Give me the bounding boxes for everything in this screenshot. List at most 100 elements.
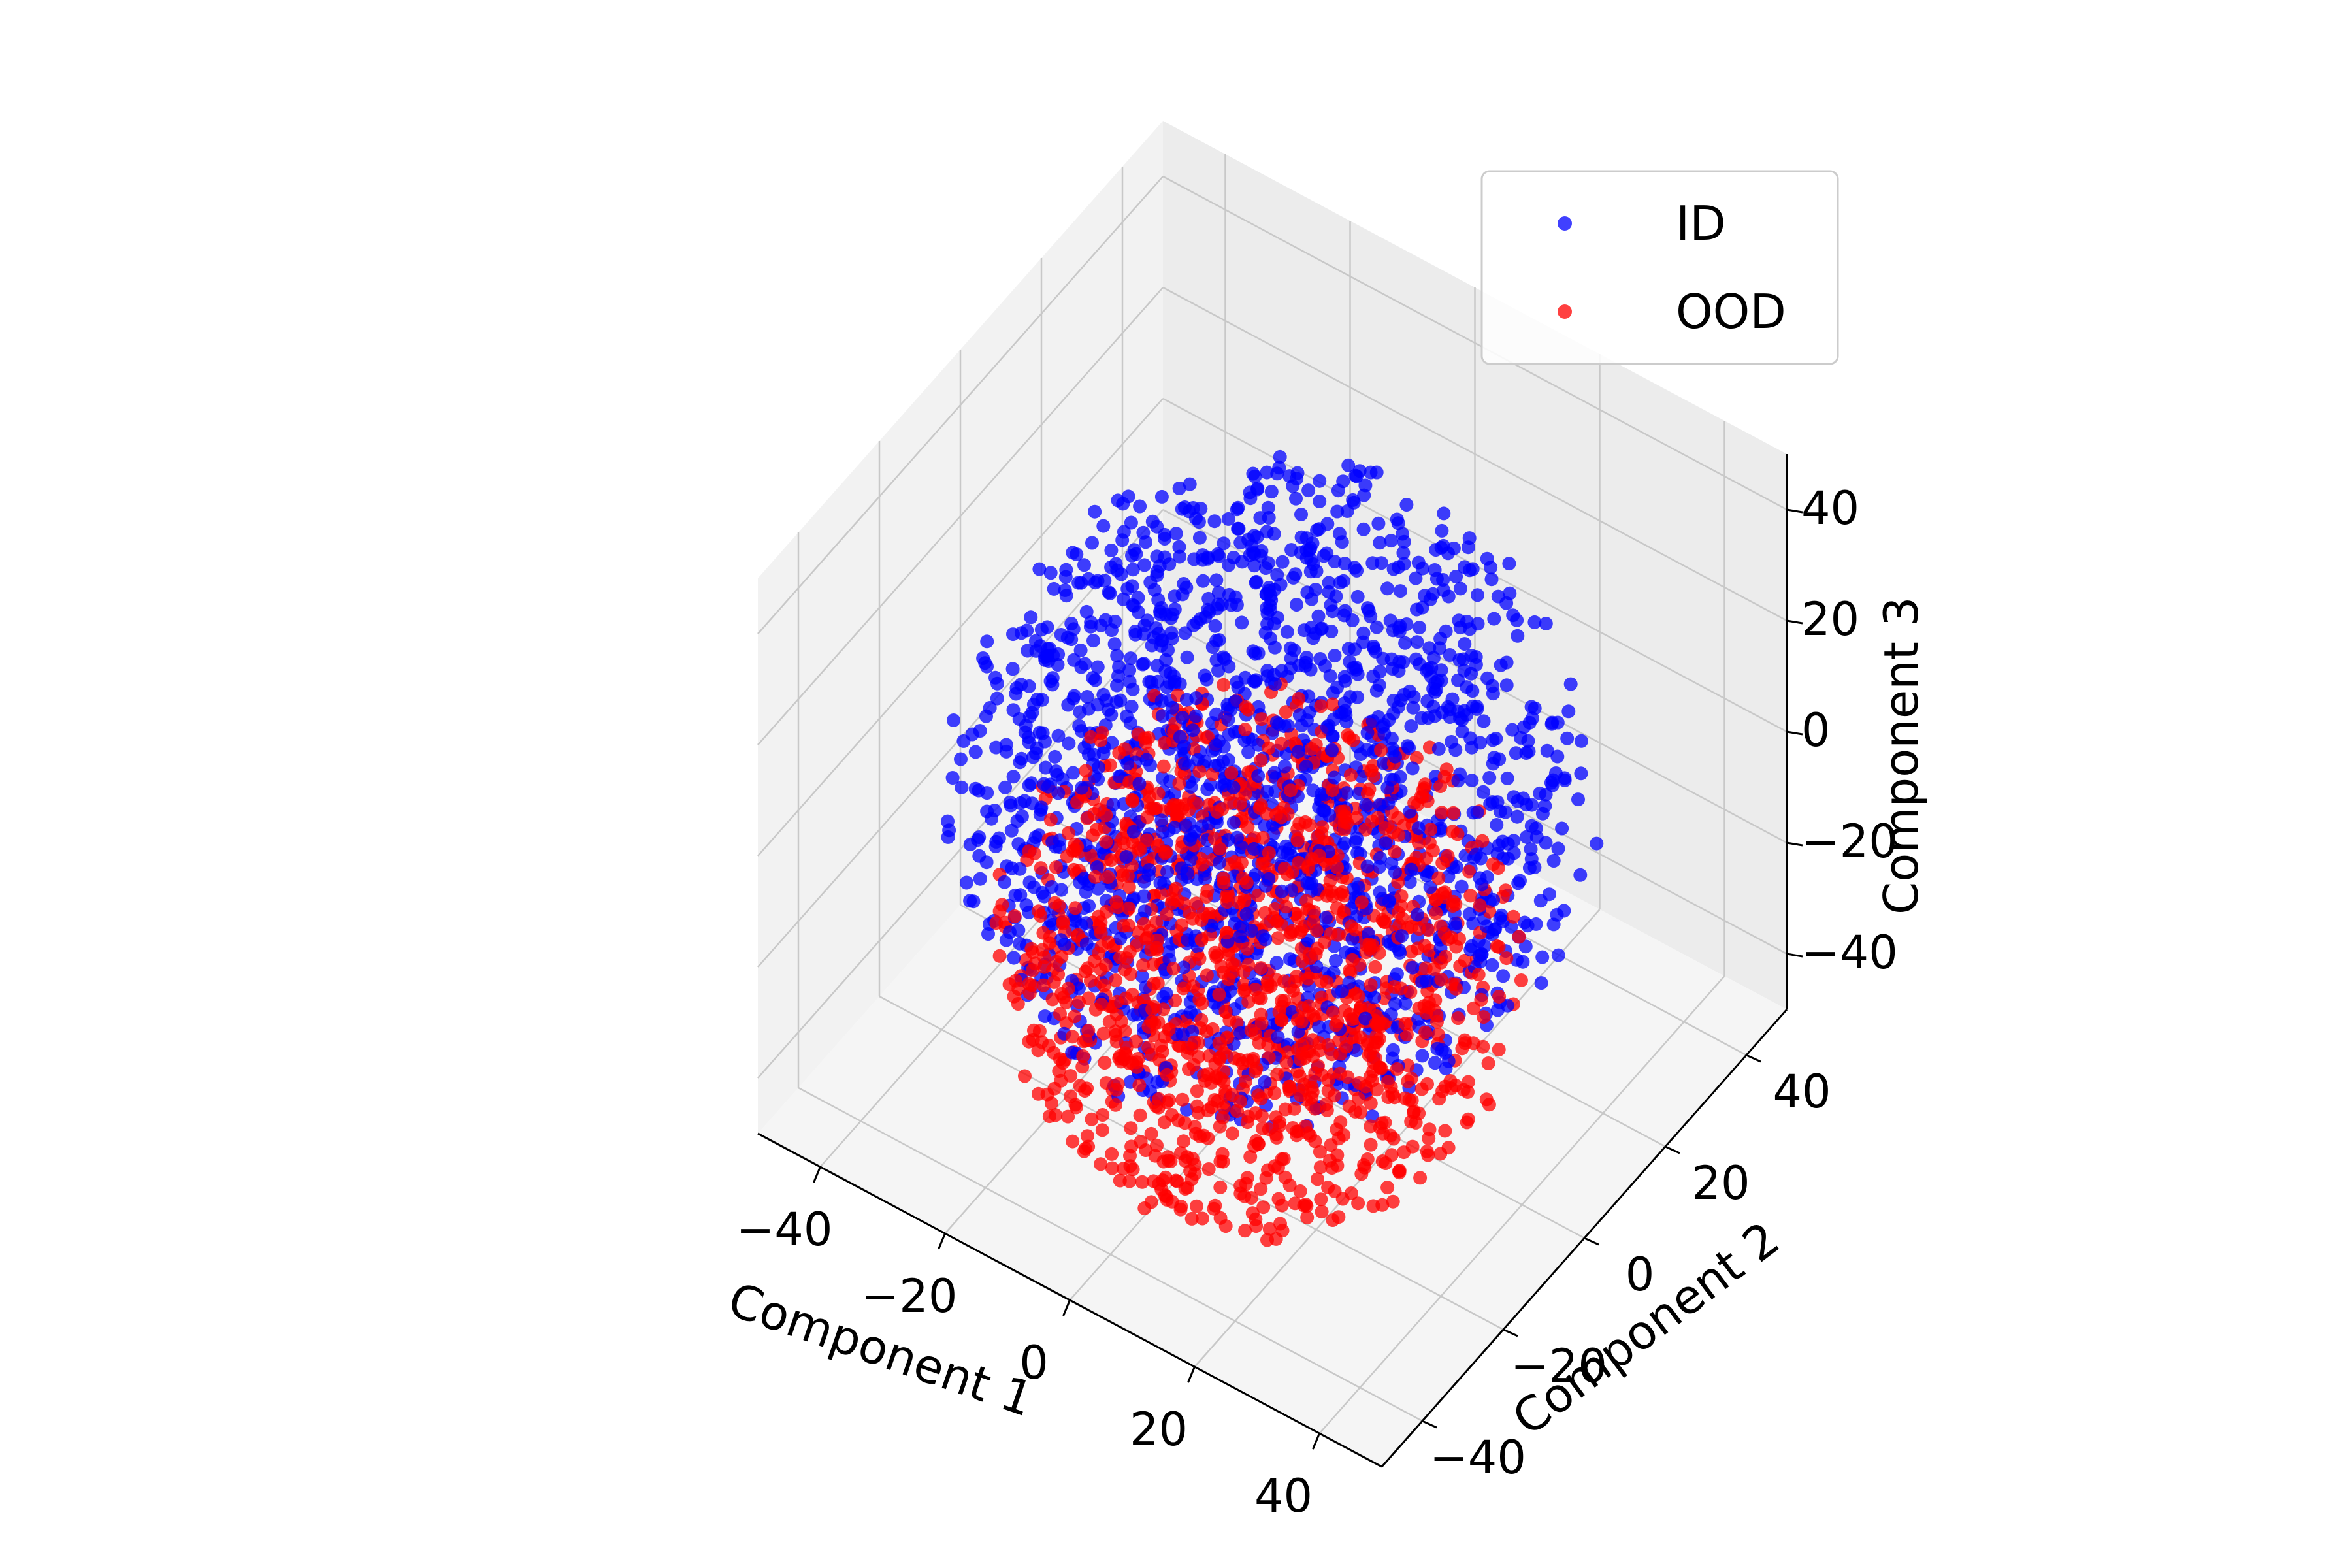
x-tick-label: 40 bbox=[1254, 1469, 1313, 1523]
point-id bbox=[1073, 875, 1087, 890]
point-id bbox=[1590, 836, 1604, 851]
point-ood bbox=[1135, 1175, 1149, 1189]
point-id bbox=[1288, 567, 1303, 581]
point-id bbox=[1233, 536, 1248, 550]
point-id bbox=[1025, 706, 1039, 720]
point-id bbox=[1359, 798, 1373, 812]
point-id bbox=[972, 783, 986, 798]
point-ood bbox=[1217, 1100, 1231, 1115]
point-id bbox=[1122, 663, 1137, 678]
point-id bbox=[1313, 495, 1327, 508]
point-id bbox=[1428, 563, 1442, 577]
point-id bbox=[1201, 551, 1215, 566]
point-id bbox=[1201, 591, 1216, 606]
point-id bbox=[1546, 917, 1561, 932]
point-id bbox=[1290, 598, 1303, 612]
point-ood bbox=[1315, 1205, 1329, 1219]
point-id bbox=[1535, 950, 1550, 964]
point-id bbox=[1007, 951, 1021, 965]
point-ood bbox=[1066, 1030, 1079, 1044]
point-id bbox=[1164, 626, 1179, 640]
point-ood bbox=[1061, 826, 1075, 840]
point-id bbox=[1550, 749, 1565, 764]
point-id bbox=[1280, 625, 1294, 639]
point-ood bbox=[1438, 885, 1452, 900]
point-id bbox=[981, 927, 995, 941]
point-id bbox=[1177, 739, 1191, 753]
point-id bbox=[1047, 581, 1061, 596]
point-ood bbox=[1477, 1010, 1491, 1024]
point-id bbox=[1560, 731, 1575, 745]
point-id bbox=[1045, 835, 1060, 849]
point-id bbox=[998, 780, 1013, 794]
point-id bbox=[1558, 773, 1572, 787]
point-ood bbox=[1254, 798, 1268, 812]
point-ood bbox=[1124, 1121, 1138, 1135]
point-id bbox=[1527, 860, 1542, 874]
point-id bbox=[1358, 1011, 1373, 1026]
point-id bbox=[1260, 465, 1274, 480]
point-ood bbox=[1201, 1131, 1215, 1145]
point-ood bbox=[1098, 1056, 1112, 1070]
point-id bbox=[1228, 917, 1242, 930]
point-ood bbox=[1109, 973, 1123, 987]
point-id bbox=[1533, 786, 1547, 800]
point-ood bbox=[1328, 1184, 1342, 1198]
point-ood bbox=[1094, 734, 1108, 748]
point-id bbox=[1073, 705, 1087, 719]
point-id bbox=[1346, 493, 1360, 507]
point-id bbox=[1124, 700, 1139, 714]
point-id bbox=[1510, 809, 1524, 824]
point-ood bbox=[1156, 1002, 1171, 1017]
point-id bbox=[1116, 592, 1130, 606]
point-ood bbox=[1261, 1163, 1275, 1177]
point-ood bbox=[1109, 1098, 1122, 1112]
point-ood bbox=[992, 904, 1007, 919]
point-ood bbox=[1254, 1182, 1268, 1196]
point-id bbox=[1336, 474, 1350, 489]
point-ood bbox=[1177, 1134, 1191, 1149]
point-id bbox=[1079, 604, 1094, 619]
point-id bbox=[1212, 633, 1226, 647]
point-ood bbox=[1471, 968, 1486, 982]
point-ood bbox=[1201, 1162, 1216, 1176]
point-ood bbox=[1027, 847, 1041, 861]
point-ood bbox=[1251, 889, 1266, 902]
point-ood bbox=[1018, 1069, 1032, 1083]
point-id bbox=[1453, 711, 1467, 726]
point-ood bbox=[1422, 1122, 1437, 1137]
point-ood bbox=[1458, 1036, 1473, 1051]
point-id bbox=[1081, 747, 1096, 762]
point-ood bbox=[1295, 1038, 1309, 1053]
point-ood bbox=[1256, 1200, 1271, 1215]
point-ood bbox=[1186, 1058, 1201, 1072]
point-ood bbox=[1159, 1189, 1173, 1203]
x-tick-mark bbox=[1187, 1366, 1196, 1383]
point-ood bbox=[1190, 1199, 1203, 1213]
point-ood bbox=[1311, 1172, 1324, 1186]
point-ood bbox=[1026, 963, 1040, 977]
y-tick-mark bbox=[1584, 1237, 1599, 1246]
point-id bbox=[1525, 798, 1539, 812]
point-ood bbox=[1514, 973, 1528, 987]
point-id bbox=[1034, 623, 1049, 637]
point-ood bbox=[1158, 846, 1172, 860]
point-ood bbox=[1243, 1150, 1258, 1164]
point-id bbox=[1067, 689, 1081, 703]
point-id bbox=[1461, 540, 1475, 555]
point-id bbox=[1540, 743, 1554, 758]
point-id bbox=[1379, 836, 1393, 851]
point-ood bbox=[1293, 1184, 1307, 1198]
point-ood bbox=[1254, 1016, 1269, 1030]
point-id bbox=[1315, 787, 1329, 801]
point-ood bbox=[1401, 1074, 1415, 1088]
point-id bbox=[1258, 1075, 1272, 1089]
point-id bbox=[1337, 696, 1352, 710]
point-id bbox=[1433, 632, 1448, 646]
point-ood bbox=[1405, 1139, 1420, 1154]
point-ood bbox=[1317, 935, 1331, 949]
point-id bbox=[1311, 609, 1326, 623]
z-tick-label: 20 bbox=[1801, 593, 1859, 646]
point-ood bbox=[1386, 1194, 1400, 1209]
point-ood bbox=[1149, 941, 1164, 955]
